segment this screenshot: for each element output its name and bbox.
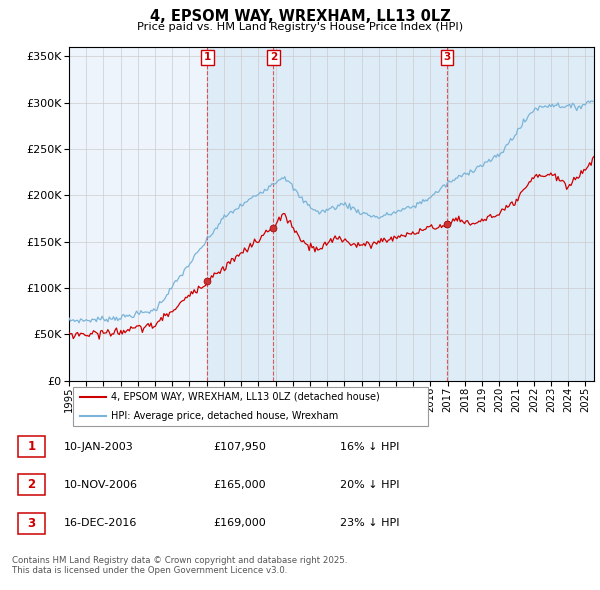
Text: HPI: Average price, detached house, Wrexham: HPI: Average price, detached house, Wrex… [111,411,338,421]
FancyBboxPatch shape [18,437,46,457]
Text: 1: 1 [204,52,211,62]
Bar [208,47,274,381]
Text: 23% ↓ HPI: 23% ↓ HPI [340,518,400,528]
Text: 4, EPSOM WAY, WREXHAM, LL13 0LZ: 4, EPSOM WAY, WREXHAM, LL13 0LZ [149,9,451,24]
Text: Price paid vs. HM Land Registry's House Price Index (HPI): Price paid vs. HM Land Registry's House … [137,22,463,32]
Text: 10-JAN-2003: 10-JAN-2003 [64,442,134,452]
Text: 16-DEC-2016: 16-DEC-2016 [64,518,137,528]
Text: 16% ↓ HPI: 16% ↓ HPI [340,442,400,452]
Text: Contains HM Land Registry data © Crown copyright and database right 2025.
This d: Contains HM Land Registry data © Crown c… [12,556,347,575]
Text: 10-NOV-2006: 10-NOV-2006 [64,480,138,490]
Text: 1: 1 [28,440,35,453]
Bar [274,47,447,381]
Text: £169,000: £169,000 [214,518,266,528]
Text: 2: 2 [269,52,277,62]
Text: 20% ↓ HPI: 20% ↓ HPI [340,480,400,490]
Text: 4, EPSOM WAY, WREXHAM, LL13 0LZ (detached house): 4, EPSOM WAY, WREXHAM, LL13 0LZ (detache… [111,392,380,402]
Text: 2: 2 [28,478,35,491]
Text: 3: 3 [28,517,35,530]
Text: £165,000: £165,000 [214,480,266,490]
FancyBboxPatch shape [73,387,428,426]
FancyBboxPatch shape [18,474,46,496]
Text: 3: 3 [443,52,451,62]
Text: £107,950: £107,950 [214,442,266,452]
FancyBboxPatch shape [18,513,46,533]
Bar [447,47,594,381]
